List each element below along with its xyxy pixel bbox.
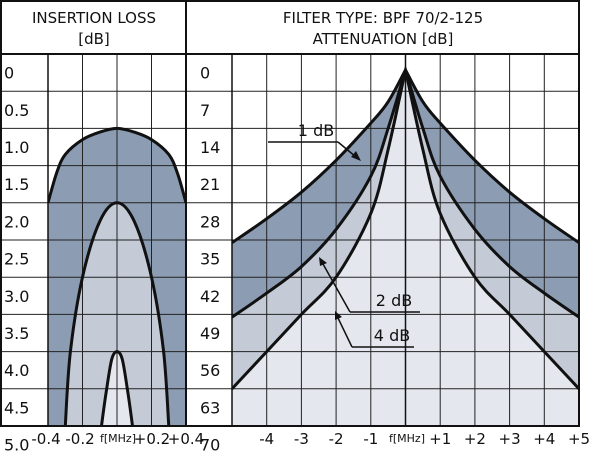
attenuation-y-tick: 21	[200, 175, 220, 194]
attenuation-y-tick: 14	[200, 138, 220, 157]
attenuation-x-tick: -1	[363, 430, 378, 448]
insertion-y-tick: 1.0	[4, 138, 29, 157]
annotation-4db: 4 dB	[335, 311, 414, 348]
frame	[0, 0, 580, 427]
attenuation-y-tick: 70	[200, 436, 220, 454]
insertion-y-tick: 0	[4, 64, 14, 83]
insertion-x-tick: +0.4	[168, 430, 204, 448]
y-tick-labels: 0 0.5 1.0 1.5 2.0 2.5 3.0 3.5 4.0 4.5 5.0 0 7 14 21 28 3…	[4, 64, 220, 454]
right-title: FILTER TYPE: BPF 70/2-125	[283, 9, 483, 27]
insertion-x-tick: -0.4	[31, 430, 60, 448]
insertion-y-tick: 2.0	[4, 212, 29, 231]
insertion-y-tick: 3.5	[4, 324, 29, 343]
attenuation-x-tick: +5	[568, 430, 590, 448]
insertion-y-tick: 4.0	[4, 361, 29, 380]
attenuation-x-tick: +3	[499, 430, 521, 448]
insertion-y-tick: 5.0	[4, 436, 29, 454]
attenuation-y-tick: 0	[200, 64, 210, 83]
insertion-curve-3	[100, 350, 134, 426]
attenuation-y-tick: 63	[200, 398, 220, 417]
left-title: INSERTION LOSS	[32, 9, 156, 27]
attenuation-x-tick: -3	[294, 430, 309, 448]
insertion-y-tick: 1.5	[4, 175, 29, 194]
series-label-1db: 1 dB	[298, 121, 334, 140]
attenuation-x-tick: +2	[464, 430, 486, 448]
insertion-y-tick: 2.5	[4, 250, 29, 269]
attenuation-y-tick: 49	[200, 324, 220, 343]
outer-border	[0, 0, 580, 427]
series-label-4db: 4 dB	[374, 326, 410, 345]
insertion-y-tick: 3.0	[4, 287, 29, 306]
attenuation-x-tick: -2	[329, 430, 344, 448]
insertion-x-tick: -0.2	[65, 430, 94, 448]
insertion-y-tick: 0.5	[4, 101, 29, 120]
annotation-2db: 2 dB	[319, 257, 420, 313]
attenuation-x-tick: +1	[429, 430, 451, 448]
attenuation-x-tick: +4	[533, 430, 555, 448]
x-tick-labels: -0.4 -0.2 +0.2+0.4 -4 -3 -2 -1 +1 +2 +3 +4 +5	[31, 430, 590, 448]
right-xlabel: f[MHz]	[389, 432, 425, 445]
insertion-curve-1	[48, 126, 186, 204]
right-ylabel: ATTENUATION [dB]	[313, 30, 454, 48]
attenuation-y-tick: 42	[200, 287, 220, 306]
left-xlabel: f[MHz]	[100, 432, 136, 445]
attenuation-y-tick: 56	[200, 361, 220, 380]
annotation-1db: 1 dB	[268, 121, 361, 161]
left-ylabel: [dB]	[78, 30, 110, 48]
attenuation-x-tick: -4	[259, 430, 274, 448]
attenuation-y-tick: 28	[200, 212, 220, 231]
attenuation-y-tick: 7	[200, 101, 210, 120]
insertion-y-tick: 4.5	[4, 398, 29, 417]
insertion-x-tick: +0.2	[134, 430, 170, 448]
attenuation-y-tick: 35	[200, 250, 220, 269]
series-label-2db: 2 dB	[376, 291, 412, 310]
insertion-curve-2	[63, 201, 171, 426]
